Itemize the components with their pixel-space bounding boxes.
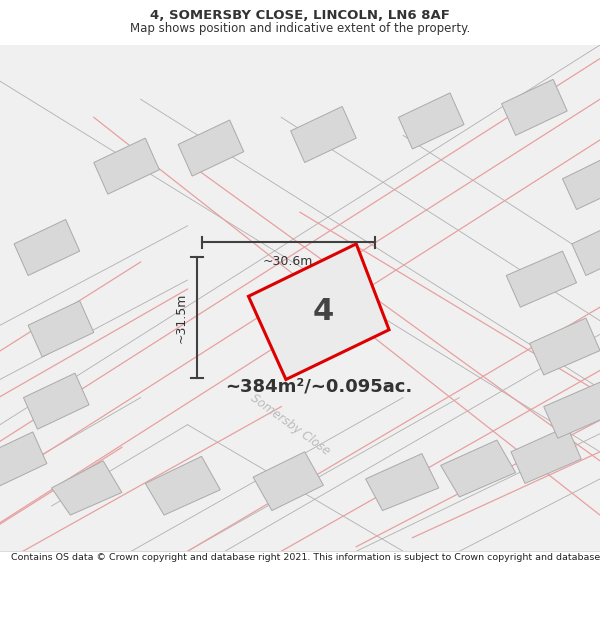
Polygon shape [28, 301, 94, 357]
Text: ~30.6m: ~30.6m [263, 255, 313, 268]
Polygon shape [14, 219, 80, 276]
Polygon shape [253, 452, 323, 511]
Polygon shape [544, 382, 600, 438]
Text: ~31.5m: ~31.5m [175, 292, 187, 342]
Polygon shape [23, 373, 89, 429]
Text: Contains OS data © Crown copyright and database right 2021. This information is : Contains OS data © Crown copyright and d… [11, 554, 600, 562]
Text: 4: 4 [313, 297, 334, 326]
Polygon shape [398, 93, 464, 149]
Polygon shape [290, 106, 356, 162]
Polygon shape [94, 138, 160, 194]
Polygon shape [248, 244, 389, 379]
Polygon shape [440, 440, 515, 497]
Text: Map shows position and indicative extent of the property.: Map shows position and indicative extent… [130, 22, 470, 35]
Text: Somersby Close: Somersby Close [248, 391, 333, 458]
Polygon shape [572, 219, 600, 276]
Polygon shape [511, 426, 581, 484]
Polygon shape [145, 456, 220, 515]
Polygon shape [506, 251, 577, 307]
Polygon shape [0, 432, 47, 488]
Text: ~384m²/~0.095ac.: ~384m²/~0.095ac. [225, 378, 412, 396]
Polygon shape [502, 79, 567, 136]
Polygon shape [52, 461, 122, 515]
Polygon shape [365, 454, 439, 511]
Polygon shape [178, 120, 244, 176]
Polygon shape [563, 154, 600, 209]
Text: 4, SOMERSBY CLOSE, LINCOLN, LN6 8AF: 4, SOMERSBY CLOSE, LINCOLN, LN6 8AF [150, 9, 450, 22]
Polygon shape [530, 318, 600, 375]
